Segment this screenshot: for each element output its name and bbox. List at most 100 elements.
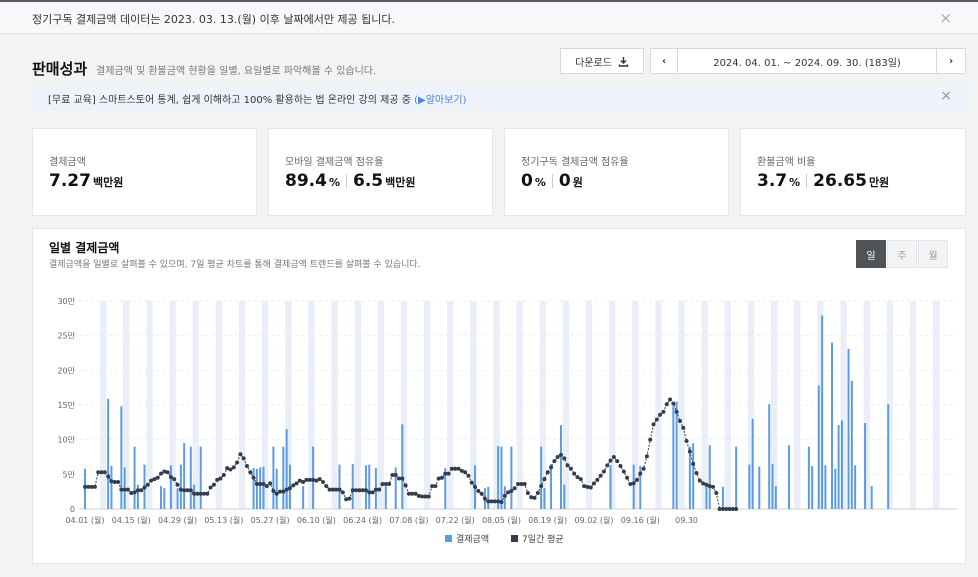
x-tick-label: 08.19 (월) (528, 515, 567, 525)
average-point (301, 479, 306, 484)
average-point (175, 482, 180, 487)
average-point (311, 477, 316, 482)
average-point (625, 475, 630, 480)
payment-bar (262, 466, 265, 509)
card-label: 정기구독 결제금액 점유율 (521, 157, 629, 168)
average-point (615, 459, 620, 464)
payment-bar (487, 486, 490, 509)
average-point (621, 469, 626, 474)
average-point (638, 471, 643, 476)
weekend-band (771, 301, 778, 509)
card-unit: 백만원 (92, 176, 124, 189)
payment-bar (672, 406, 675, 509)
average-point (568, 466, 573, 471)
average-point (380, 482, 385, 487)
average-point (89, 484, 94, 489)
payment-bar (312, 446, 315, 509)
payment-bar (183, 443, 186, 509)
average-point (155, 475, 160, 480)
payment-bar (735, 446, 738, 509)
average-point (377, 487, 382, 492)
average-point (549, 465, 554, 470)
tab-daily[interactable]: 일 (856, 240, 886, 268)
payment-bar (120, 406, 123, 509)
date-range-picker[interactable]: 2024. 04. 01. ~ 2024. 09. 30. (183일) (677, 48, 937, 74)
download-button[interactable]: 다운로드 (560, 48, 644, 74)
x-tick-label: 04.01 (월) (65, 515, 104, 525)
payment-bar (189, 446, 192, 509)
average-point (367, 490, 372, 495)
payment-bar (110, 466, 113, 509)
average-point (565, 463, 570, 468)
average-point (598, 473, 603, 478)
payment-bar (252, 468, 255, 509)
daily-payment-chart: 0 5만 10만 15만 20만 25만 30만 04.01 (월) 04.15 (월) 04.2… (57, 297, 957, 545)
page-subtitle: 결제금액 및 환불금액 현황을 일별, 요일별로 파악해볼 수 있습니다. (96, 66, 377, 77)
tab-weekly[interactable]: 주 (887, 240, 917, 268)
average-point (317, 477, 322, 482)
average-point (648, 437, 653, 442)
banner-close-icon[interactable]: × (940, 88, 952, 104)
card-label: 환불금액 비율 (757, 157, 816, 168)
y-tick-label: 10만 (57, 436, 75, 445)
payment-bar (824, 465, 827, 509)
weekend-band (932, 301, 940, 509)
notice-close-icon[interactable]: × (939, 9, 952, 27)
payment-bar (136, 484, 139, 509)
payment-bar (176, 488, 179, 509)
average-point (83, 484, 87, 489)
payment-bar (133, 446, 136, 509)
average-point (281, 489, 286, 494)
payment-bar (497, 445, 500, 509)
average-point (135, 488, 140, 493)
average-point (238, 452, 243, 457)
payment-bar (840, 420, 843, 509)
banner-learn-more-link[interactable]: (▶알아보기) (414, 95, 467, 106)
payment-bar (831, 342, 833, 509)
x-tick-label: 07.08 (월) (389, 515, 428, 525)
average-point (92, 484, 97, 489)
payment-bar (199, 446, 202, 509)
average-point (324, 484, 329, 489)
payment-bar (543, 488, 546, 509)
average-point (449, 466, 454, 471)
payment-bar (550, 463, 553, 509)
legend-swatch-payment (445, 535, 452, 542)
average-point (221, 473, 226, 478)
card-value: 7.27 백만원 (49, 171, 123, 191)
average-point (469, 480, 474, 485)
payment-bar (364, 465, 367, 509)
average-point (585, 484, 590, 489)
payment-bar (169, 465, 172, 509)
payment-bar (255, 468, 258, 509)
average-point (433, 484, 438, 489)
average-point (410, 491, 415, 496)
weekend-band (331, 301, 338, 509)
average-point (185, 488, 190, 493)
weekend-band (632, 301, 639, 509)
payment-bar (510, 446, 513, 509)
average-point (535, 491, 540, 496)
average-point (453, 466, 458, 471)
average-point (423, 494, 428, 499)
card-refund-ratio: 환불금액 비율 3.7% 26.65 만원 (740, 128, 966, 216)
average-point (294, 481, 299, 486)
card-label: 모바일 결제금액 점유율 (285, 157, 384, 168)
payment-bar (285, 429, 288, 509)
card-number: 0 (521, 171, 533, 191)
average-point (578, 477, 583, 482)
average-point (529, 495, 534, 500)
average-point (278, 489, 283, 494)
date-next-button[interactable]: › (936, 48, 966, 74)
payment-bar (163, 488, 166, 509)
x-tick-label: 07.22 (월) (436, 515, 475, 525)
average-point (631, 481, 636, 486)
card-unit: % (328, 176, 340, 189)
average-point (601, 469, 606, 474)
average-point (681, 425, 686, 430)
legend-swatch-average (511, 535, 518, 542)
tab-monthly[interactable]: 월 (918, 240, 948, 268)
payment-bar (688, 446, 691, 509)
date-prev-button[interactable]: ‹ (650, 48, 678, 74)
average-point (671, 401, 676, 406)
